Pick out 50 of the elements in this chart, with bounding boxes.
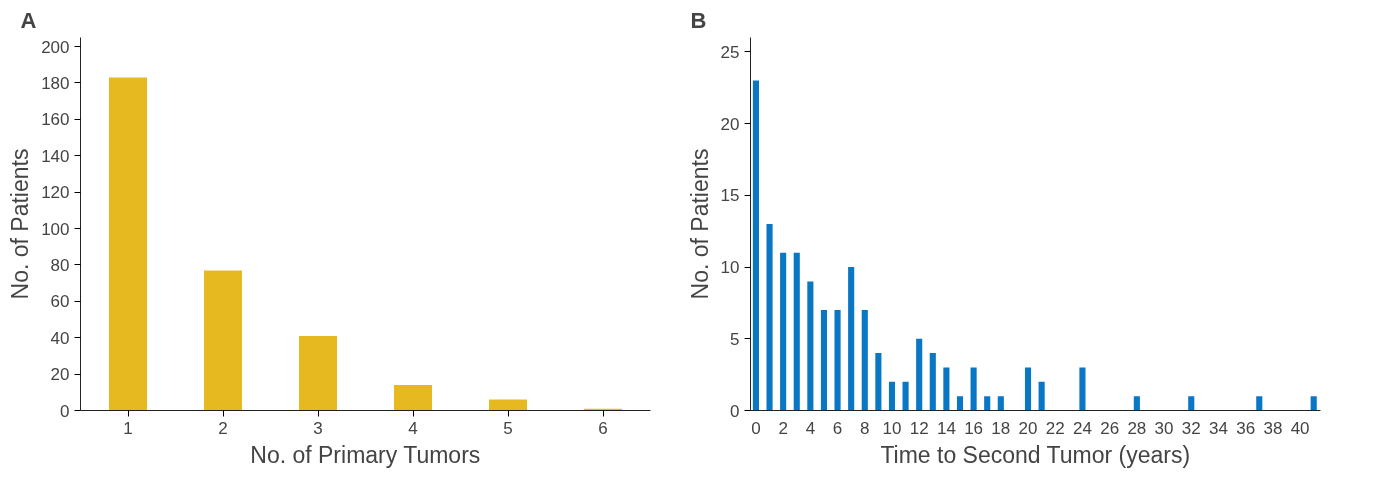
y-tick-label: 15 [720,186,740,206]
y-tick-label: 25 [720,42,740,62]
x-tick-label: 24 [1072,418,1092,438]
x-tick-label: 6 [832,418,843,438]
x-tick-label: 34 [1209,418,1228,438]
x-tick-label: 1 [123,418,133,438]
x-tick-label: 40 [1290,418,1310,438]
x-tick-label: 32 [1181,418,1201,438]
x-tick-label: 8 [860,418,870,438]
x-tick-label: 4 [408,418,418,438]
y-tick-label: 120 [41,183,70,203]
x-tick-label: 22 [1045,418,1065,438]
x-axis-title: Time to Second Tumor (years) [880,441,1191,468]
x-tick-label: 16 [964,418,984,438]
y-tick-label: 40 [50,328,70,348]
chart-title: A [20,7,37,33]
y-tick-label: 5 [730,329,740,349]
x-tick-label: 28 [1127,418,1147,438]
x-tick-label: 20 [1018,418,1038,438]
x-tick-label: 5 [503,418,513,438]
y-axis-title: No. of Patients [686,148,713,300]
y-tick-label: 100 [41,219,70,239]
x-tick-label: 10 [882,418,902,438]
y-tick-label: 140 [41,146,70,166]
y-tick-label: 20 [50,365,70,385]
y-tick-label: 10 [720,258,740,278]
x-tick-label: 0 [751,418,761,438]
y-tick-label: 20 [720,114,740,134]
x-tick-label: 14 [936,418,956,438]
x-tick-label: 3 [313,418,323,438]
y-tick-label: 80 [50,255,70,275]
x-tick-label: 4 [805,418,816,438]
x-tick-label: 36 [1236,418,1256,438]
y-tick-label: 0 [60,401,70,421]
x-tick-label: 18 [991,418,1011,438]
y-axis-title: No. of Patients [7,148,34,300]
y-tick-label: 160 [41,110,70,130]
x-tick-label: 6 [598,418,608,438]
x-tick-label: 12 [909,418,929,438]
chart-title: B [690,7,707,33]
y-tick-label: 60 [50,292,70,312]
x-tick-label: 26 [1100,418,1120,438]
y-tick-label: 200 [41,37,70,57]
y-tick-label: 0 [730,401,740,421]
x-tick-label: 2 [218,418,228,438]
x-tick-label: 2 [778,418,788,438]
x-tick-label: 30 [1154,418,1174,438]
x-axis-title: No. of Primary Tumors [250,441,481,468]
x-tick-label: 38 [1263,418,1283,438]
y-tick-label: 180 [41,73,70,93]
